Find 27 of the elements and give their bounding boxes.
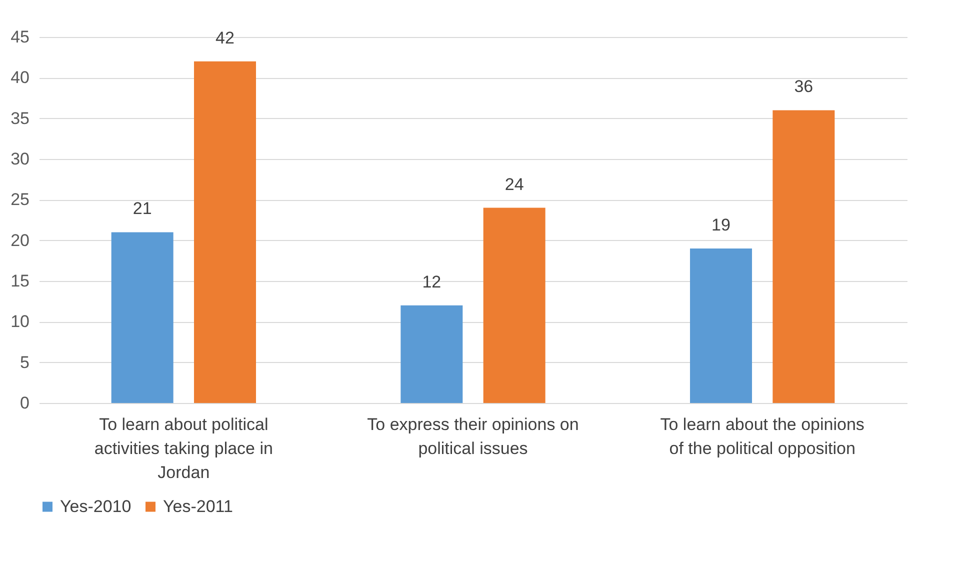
data-label: 24 (504, 174, 524, 194)
y-tick-label: 10 (10, 312, 30, 332)
y-tick-label: 40 (10, 68, 30, 88)
bar (772, 110, 835, 403)
y-tick-label: 30 (10, 150, 30, 168)
bar (400, 305, 463, 403)
data-label: 36 (794, 77, 814, 96)
y-tick-label: 45 (10, 28, 30, 46)
bar (194, 61, 256, 403)
bar (690, 248, 752, 403)
y-tick-label: 25 (10, 190, 30, 210)
x-tick-label: To learn about political activities taking place in Jordan (94, 415, 273, 482)
y-tick-label: 20 (10, 230, 30, 250)
legend-label: Yes-2010 (60, 496, 132, 516)
legend-label: Yes-2011 (163, 496, 233, 516)
bar (111, 232, 174, 403)
data-label: 19 (712, 215, 730, 234)
y-tick-label: 15 (10, 272, 30, 290)
data-label: 21 (132, 199, 152, 218)
y-tick-label: 35 (10, 108, 30, 128)
data-label: 42 (216, 28, 234, 48)
data-label: 12 (422, 272, 442, 292)
x-tick-label: To learn about the opinions of the political opposition (660, 415, 864, 458)
y-tick-label: 0 (20, 394, 30, 412)
bar (483, 208, 546, 403)
x-tick-label: To express their opinions on political issues (367, 415, 579, 458)
y-tick-label: 5 (20, 352, 30, 372)
